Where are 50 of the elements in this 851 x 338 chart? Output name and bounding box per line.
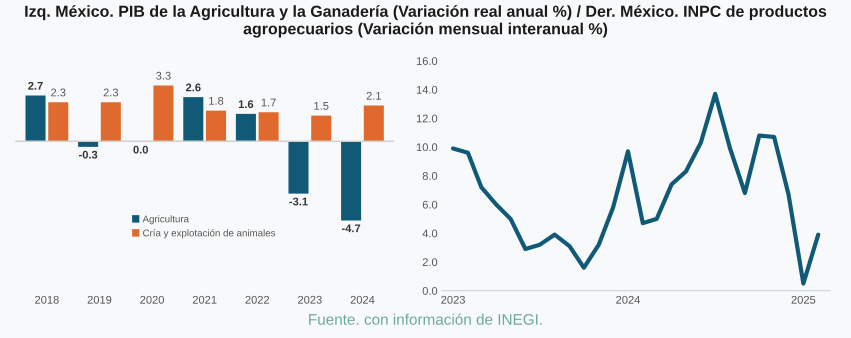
bar <box>364 106 384 142</box>
data-label: 2.3 <box>104 88 118 96</box>
x-tick-label: 2021 <box>192 296 216 304</box>
y-tick-label: 8.0 <box>422 172 438 180</box>
y-tick-label: 0.0 <box>422 286 438 295</box>
data-label: 2.6 <box>186 84 201 92</box>
data-label: 1.5 <box>314 102 328 110</box>
bar <box>258 112 279 142</box>
data-label: 1.6 <box>238 100 254 108</box>
chart-title: Izq. México. PIB de la Agricultura y la Ganadería (Variación real anual %) / Der. México. INPC de productos agropecuarios (Variación mensual interanual %) <box>25 5 826 38</box>
bar <box>288 140 309 194</box>
bar <box>236 114 256 142</box>
bar <box>183 97 204 142</box>
data-label: -0.3 <box>78 150 98 159</box>
y-tick-label: 14.0 <box>416 86 438 94</box>
x-tick-label: 2023 <box>298 296 322 304</box>
bar <box>311 116 332 142</box>
x-tick-label: 2024 <box>616 296 640 304</box>
bar <box>100 102 121 142</box>
y-tick-label: 12.0 <box>416 114 438 122</box>
data-label: -3.1 <box>289 198 308 206</box>
x-tick-label: 2018 <box>35 296 59 304</box>
source-note: Fuente. con información de INEGI. <box>309 313 542 325</box>
data-label: 1.7 <box>262 98 276 106</box>
data-label: 2.1 <box>366 92 381 100</box>
data-label: 3.3 <box>156 72 171 80</box>
x-tick-label: 2022 <box>245 296 270 304</box>
data-label: 1.8 <box>209 96 224 105</box>
data-label: -4.7 <box>342 224 360 232</box>
data-label: 2.3 <box>51 88 66 96</box>
bar <box>48 102 68 142</box>
x-tick-label: 2025 <box>792 296 816 304</box>
y-tick-label: 10.0 <box>416 143 438 152</box>
y-tick-label: 6.0 <box>422 200 438 209</box>
bar <box>153 85 174 142</box>
x-tick-label: 2023 <box>441 296 465 304</box>
y-tick-label: 2.0 <box>422 258 438 266</box>
x-tick-label: 2020 <box>140 296 164 304</box>
legend-label: Agricultura <box>142 215 190 224</box>
legend-label: Cría y explotación de animales <box>143 229 276 238</box>
y-tick-label: 4.0 <box>422 229 438 238</box>
line-series <box>450 92 820 286</box>
x-tick-label: 2024 <box>350 296 374 304</box>
bar <box>25 96 46 142</box>
data-label: 0.0 <box>133 146 148 154</box>
data-label: 2.7 <box>28 82 43 90</box>
bar <box>206 110 226 142</box>
x-tick-label: 2019 <box>88 296 112 304</box>
bar <box>341 140 362 220</box>
y-tick-label: 16.0 <box>416 57 438 65</box>
